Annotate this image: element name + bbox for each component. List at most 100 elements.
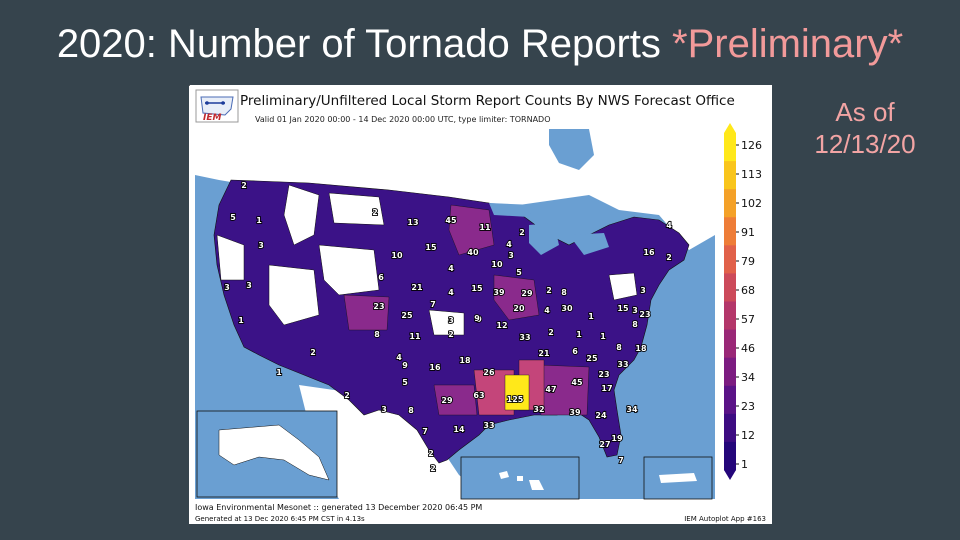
- office-count-label: 18: [459, 356, 471, 365]
- office-count-label: 8: [632, 320, 638, 329]
- office-count-label: 6: [378, 273, 384, 282]
- colorbar-segment: [724, 161, 736, 190]
- colorbar-segment: [724, 189, 736, 218]
- office-count-label: 7: [430, 300, 436, 309]
- office-count-label: 33: [617, 360, 628, 369]
- office-count-label: 11: [479, 223, 491, 232]
- lake-superior: [489, 203, 534, 217]
- colorbar-tick-label: 91: [741, 226, 755, 239]
- office-count-label: 15: [425, 243, 437, 252]
- puerto-rico-island: [659, 473, 697, 483]
- office-count-label: 19: [611, 434, 623, 443]
- office-count-label: 2: [428, 449, 434, 458]
- office-count-label: 8: [408, 406, 414, 415]
- office-count-label: 10: [491, 260, 503, 269]
- office-count-label: 21: [411, 283, 423, 292]
- logo-text: IEM: [203, 113, 221, 123]
- office-count-label: 7: [618, 456, 624, 465]
- office-count-label: 8: [374, 330, 380, 339]
- office-count-label: 8: [561, 288, 567, 297]
- office-count-label: 1: [600, 332, 606, 341]
- alaska-land: [218, 424, 330, 481]
- no-report-area-utah: [318, 244, 380, 296]
- office-count-label: 8: [616, 343, 622, 352]
- office-count-label: 25: [586, 354, 598, 363]
- office-count-label: 21: [538, 349, 550, 358]
- office-count-label: 5: [402, 378, 408, 387]
- office-count-label: 27: [599, 440, 610, 449]
- as-of-label: As of: [835, 97, 895, 127]
- colorbar-segment: [724, 385, 736, 415]
- office-count-label: 16: [643, 248, 655, 257]
- office-count-label: 3: [508, 251, 514, 260]
- office-count-label: 3: [246, 281, 252, 290]
- office-count-label: 2: [372, 208, 378, 217]
- no-report-area-montana: [283, 184, 320, 246]
- colorbar-segment: [724, 217, 736, 246]
- office-count-label: 2: [448, 330, 454, 339]
- office-count-label: 1: [256, 216, 262, 225]
- office-count-label: 26: [483, 368, 495, 377]
- office-count-label: 17: [601, 384, 612, 393]
- office-count-label: 1: [276, 368, 282, 377]
- footer-app: IEM Autoplot App #163: [684, 515, 766, 523]
- office-count-label: 7: [422, 427, 428, 436]
- office-count-label: 4: [544, 306, 550, 315]
- office-count-label: 34: [626, 405, 638, 414]
- office-count-label: 40: [467, 248, 479, 257]
- office-count-label: 29: [521, 289, 533, 298]
- colorbar-tick-label: 23: [741, 400, 755, 413]
- office-count-label: 7: [189, 85, 192, 87]
- colorbar: 126 113 102 91 79 68 57 46 34 23 12 1: [724, 123, 762, 480]
- office-count-label: 39: [493, 288, 505, 297]
- colorbar-tick-label: 46: [741, 342, 755, 355]
- office-count-label: 45: [571, 378, 583, 387]
- max-area-jackson: [504, 374, 530, 411]
- office-count-label: 12: [496, 321, 507, 330]
- no-report-area-dakotas-west: [328, 192, 385, 226]
- office-count-label: 10: [391, 251, 403, 260]
- office-count-label: 15: [471, 284, 483, 293]
- office-count-label: 30: [561, 304, 573, 313]
- office-count-label: 23: [598, 370, 609, 379]
- colorbar-tick-label: 79: [741, 255, 755, 268]
- office-count-label: 3: [258, 241, 264, 250]
- office-count-label: 3: [224, 283, 230, 292]
- colorbar-min-arrow: [724, 470, 736, 480]
- office-count-label: 4: [448, 288, 454, 297]
- office-count-label: 14: [453, 425, 465, 434]
- hudson-bay: [549, 129, 594, 170]
- office-count-label: 5: [516, 268, 522, 277]
- office-count-label: 3: [640, 286, 646, 295]
- office-count-label: 45: [445, 216, 457, 225]
- footer-generated: Generated at 13 Dec 2020 6:45 PM CST in …: [195, 515, 365, 523]
- office-count-label: 1: [588, 312, 594, 321]
- colorbar-segment: [724, 329, 736, 359]
- office-count-label: 125: [507, 395, 524, 404]
- office-count-label: 39: [569, 408, 581, 417]
- office-count-label: 25: [401, 311, 413, 320]
- office-count-label: 2: [519, 228, 525, 237]
- colorbar-tick-label: 113: [741, 168, 762, 181]
- mid-area-east-texas: [433, 384, 478, 416]
- office-count-label: 3: [381, 405, 387, 414]
- high-area-mississippi: [473, 369, 515, 416]
- mid-area-illinois: [493, 274, 540, 321]
- office-count-label: 9: [476, 315, 482, 324]
- map-title: Preliminary/Unfiltered Local Storm Repor…: [240, 93, 735, 109]
- office-count-label: 6: [572, 347, 578, 356]
- colorbar-segment: [724, 413, 736, 443]
- office-count-label: 11: [409, 332, 421, 341]
- colorbar-tick-label: 126: [741, 139, 762, 152]
- office-count-label: 9: [474, 314, 480, 323]
- office-count-label: 2: [344, 391, 350, 400]
- office-count-label: 29: [441, 396, 453, 405]
- no-report-area-oregon: [216, 234, 245, 281]
- office-count-label: 23: [639, 310, 650, 319]
- office-count-label: 4: [448, 264, 454, 273]
- office-count-label: 24: [595, 411, 607, 420]
- office-count-label: 2: [310, 348, 316, 357]
- hawaii-islands: [499, 471, 544, 490]
- colorbar-segment: [724, 357, 736, 387]
